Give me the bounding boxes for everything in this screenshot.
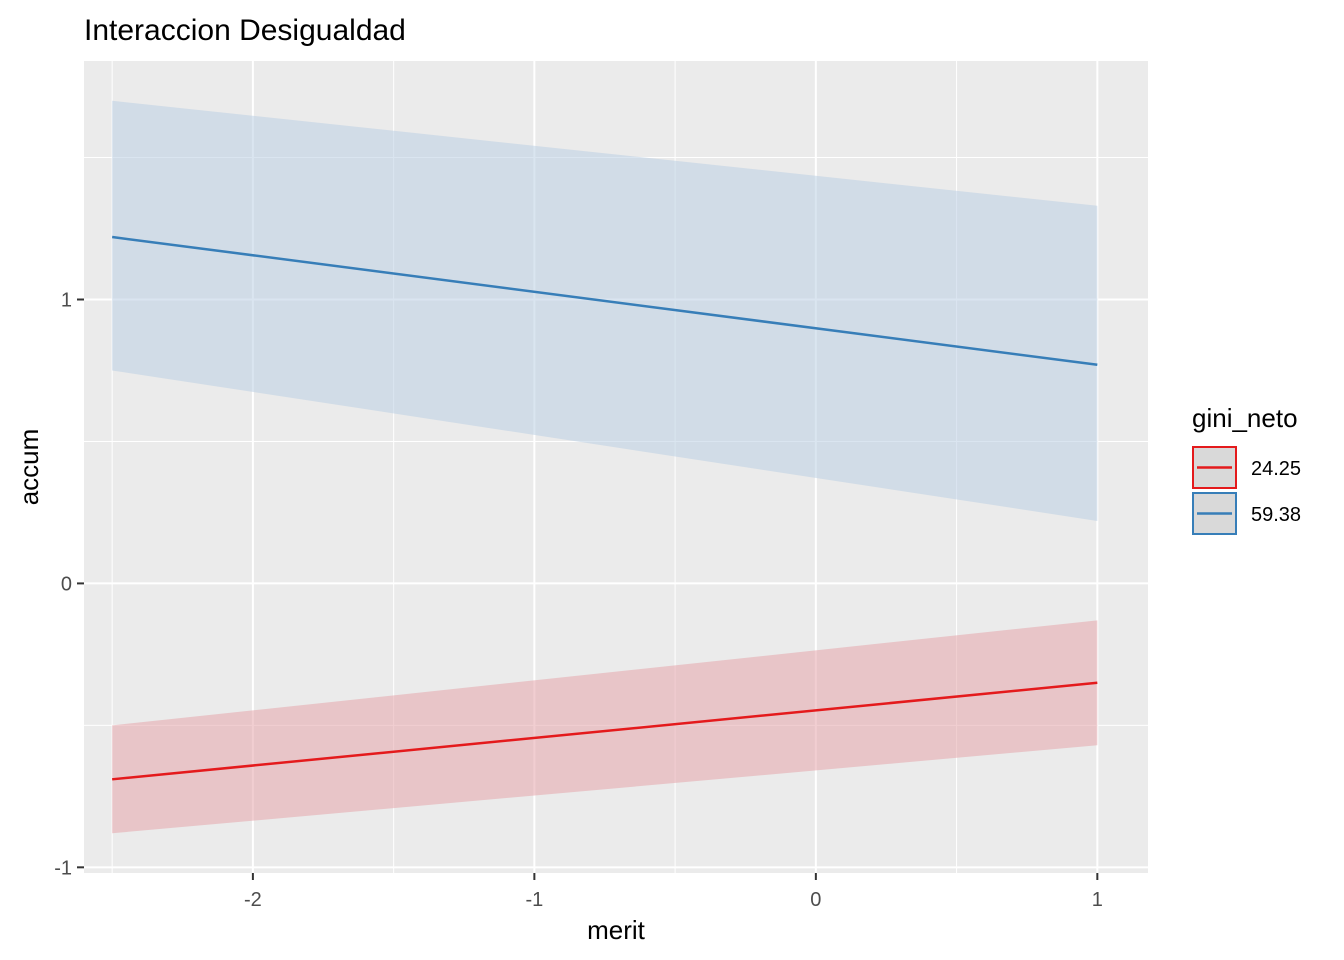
ribbon-series-1 [112,620,1098,834]
line-series-1 [112,681,1098,781]
x-tick-label: 0 [810,889,821,911]
confidence-ribbons [112,100,1098,834]
x-axis-title: merit [587,915,646,945]
x-tick-label: -2 [244,889,262,911]
legend-title: gini_neto [1192,403,1298,433]
y-axis-ticks: -1 0 1 [54,289,84,879]
legend: gini_neto 24.25 59.38 [1192,403,1301,535]
chart-title: Interaccion Desigualdad [84,14,406,47]
line-series-2 [111,235,1098,367]
series-lines [111,235,1098,781]
y-tick-label: 0 [61,573,72,595]
x-tick-label: 1 [1092,889,1103,911]
y-tick-label: 1 [61,289,72,311]
ribbon-series-2 [112,100,1098,521]
legend-label-1: 24.25 [1251,458,1301,480]
y-axis-title: accum [14,429,44,506]
y-tick-label: -1 [54,857,72,879]
x-tick-label: -1 [525,889,543,911]
legend-label-2: 59.38 [1251,504,1301,526]
x-axis-ticks: -2 -1 0 1 [244,873,1103,911]
